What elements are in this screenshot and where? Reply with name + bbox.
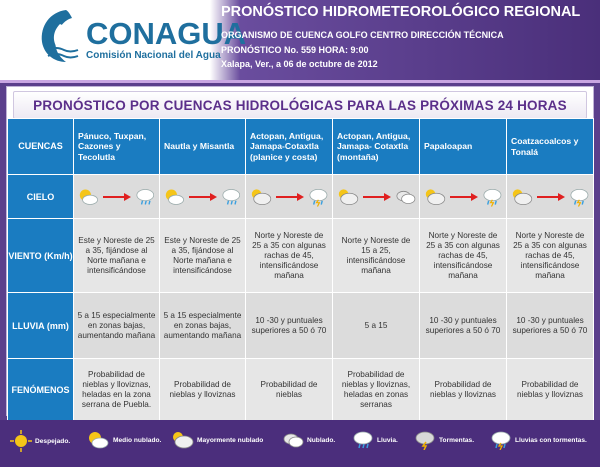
table-row-fenomenos: FENÓMENOS Probabilidad de nieblas y llov… [7, 358, 594, 421]
wind-cell: Este y Noreste de 25 a 35, fijándose al … [159, 218, 246, 293]
forecast-banner: PRONÓSTICO POR CUENCAS HIDROLÓGICAS PARA… [13, 91, 587, 119]
page-title: PRONÓSTICO HIDROMETEOROLÓGICO REGIONAL [221, 4, 581, 20]
arrow-icon [275, 192, 305, 201]
legend-item-lluvia: Lluvia. [352, 430, 398, 450]
legend-label-lluvia: Lluvia. [377, 436, 398, 444]
eagle-logo-icon [41, 10, 79, 62]
sky-cell [332, 174, 420, 219]
sky-cell [73, 174, 160, 219]
table-row-cielo: CIELO [7, 174, 594, 219]
rain-cell: 10 -30 y puntuales superiores a 50 ó 70 [419, 292, 507, 359]
header-row: CUENCAS Pánuco, Tuxpan, Cazones y Tecolu… [7, 118, 594, 175]
phenomena-cell: Probabilidad de nieblas y lloviznas, hel… [332, 358, 420, 421]
rain-icon [222, 188, 241, 205]
wind-cell: Norte y Noreste de 15 a 25, intensificán… [332, 218, 420, 293]
mostly-cloudy-icon [425, 188, 446, 205]
mostly-cloudy-icon [251, 188, 272, 205]
cloudy-icon [396, 190, 416, 204]
legend-item-medio-nublado: Medio nublado. [86, 430, 161, 450]
forecast-panel: PRONÓSTICO POR CUENCAS HIDROLÓGICAS PARA… [6, 86, 594, 421]
cloudy-icon [283, 433, 304, 448]
wind-cell: Este y Noreste de 25 a 35, fijándose al … [73, 218, 160, 293]
logo-subtitle: Comisión Nacional del Agua [86, 50, 221, 61]
column-header-nautla: Nautla y Misantla [159, 118, 246, 175]
storm-icon [415, 431, 435, 450]
rain-with-storms-icon [570, 188, 589, 207]
header-organism: ORGANISMO DE CUENCA GOLFO CENTRO DIRECCI… [221, 30, 504, 40]
mostly-cloudy-icon [338, 188, 359, 205]
partly-cloudy-icon [165, 189, 184, 205]
legend-label-tormentas: Tormentas. [439, 436, 475, 444]
legend: Despejado. Medio nublado. Mayormente nub… [0, 420, 600, 467]
arrow-icon [536, 192, 566, 201]
rain-with-storms-icon [483, 188, 502, 207]
legend-item-despejado: Despejado. [10, 430, 70, 452]
phenomena-cell: Probabilidad de nieblas y lloviznas [159, 358, 246, 421]
legend-label-nublado: Nublado. [307, 436, 336, 444]
legend-label-medio-nublado: Medio nublado. [113, 436, 162, 444]
legend-item-tormentas: Tormentas. [414, 430, 474, 450]
column-header-panuco: Pánuco, Tuxpan, Cazones y Tecolutla [73, 118, 160, 175]
table-row-viento: VIENTO (Km/h) Este y Noreste de 25 a 35,… [7, 218, 594, 293]
header: CONAGUA Comisión Nacional del Agua PRONÓ… [0, 0, 600, 80]
rain-cell: 5 a 15 especialmente en zonas bajas, aum… [73, 292, 160, 359]
row-label-lluvia: LLUVIA (mm) [7, 292, 74, 359]
partly-cloudy-icon [79, 189, 98, 205]
phenomena-cell: Probabilidad de nieblas y lloviznas, hel… [73, 358, 160, 421]
mostly-cloudy-icon [173, 432, 194, 449]
row-label-viento: VIENTO (Km/h) [7, 218, 74, 293]
sky-cell [506, 174, 594, 219]
forecast-table: CUENCAS Pánuco, Tuxpan, Cazones y Tecolu… [7, 118, 594, 421]
mostly-cloudy-icon [512, 188, 533, 205]
rain-with-storms-icon [309, 188, 328, 207]
rain-with-storms-icon [491, 431, 511, 450]
legend-item-mayormente-nublado: Mayormente nublado [170, 430, 263, 450]
partly-cloudy-icon [89, 432, 109, 449]
row-label-cielo: CIELO [7, 174, 74, 219]
table-row-lluvia: LLUVIA (mm) 5 a 15 especialmente en zona… [7, 292, 594, 359]
sky-cell [245, 174, 333, 219]
legend-label-despejado: Despejado. [35, 437, 71, 445]
phenomena-cell: Probabilidad de nieblas y lloviznas [506, 358, 594, 421]
rain-cell: 10 -30 y puntuales superiores a 50 ó 70 [245, 292, 333, 359]
header-date: Xalapa, Ver., a 06 de octubre de 2012 [221, 59, 378, 69]
column-header-coatzacoalcos: Coatzacoalcos y Tonalá [506, 118, 594, 175]
sunny-icon [10, 430, 32, 452]
sky-cell [159, 174, 246, 219]
row-label-fenomenos: FENÓMENOS [7, 358, 74, 421]
header-forecast-number: PRONÓSTICO No. 559 HORA: 9:00 [221, 45, 369, 55]
arrow-icon [189, 192, 218, 201]
rain-cell: 10 -30 y puntuales superiores a 50 ó 70 [506, 292, 594, 359]
column-header-cuencas: CUENCAS [7, 118, 74, 175]
arrow-icon [362, 192, 392, 201]
arrow-icon [449, 192, 479, 201]
header-divider [0, 80, 600, 83]
column-header-actopan-montana: Actopan, Antigua, Jamapa- Cotaxtla (mont… [332, 118, 420, 175]
arrow-icon [103, 192, 132, 201]
wind-cell: Norte y Noreste de 25 a 35 con algunas r… [506, 218, 594, 293]
logo-name: CONAGUA [86, 16, 247, 51]
legend-item-lluvias-tormentas: Lluvias con tormentas. [490, 430, 587, 450]
wind-cell: Norte y Noreste de 25 a 35 con algunas r… [245, 218, 333, 293]
column-header-actopan-costa: Actopan, Antigua, Jamapa-Cotaxtla (plani… [245, 118, 333, 175]
sky-cell [419, 174, 507, 219]
rain-icon [136, 188, 155, 205]
legend-item-nublado: Nublado. [282, 430, 335, 450]
rain-icon [353, 431, 373, 449]
legend-label-mayormente-nublado: Mayormente nublado [197, 436, 264, 444]
wind-cell: Norte y Noreste de 25 a 35 con algunas r… [419, 218, 507, 293]
banner-title: PRONÓSTICO POR CUENCAS HIDROLÓGICAS PARA… [33, 97, 567, 113]
conagua-logo: CONAGUA Comisión Nacional del Agua [36, 6, 246, 72]
rain-cell: 5 a 15 [332, 292, 420, 359]
legend-label-lluvias-tormentas: Lluvias con tormentas. [515, 436, 587, 444]
phenomena-cell: Probabilidad de nieblas y lloviznas [419, 358, 507, 421]
rain-cell: 5 a 15 especialmente en zonas bajas, aum… [159, 292, 246, 359]
column-header-papaloapan: Papaloapan [419, 118, 507, 175]
phenomena-cell: Probabilidad de nieblas [245, 358, 333, 421]
